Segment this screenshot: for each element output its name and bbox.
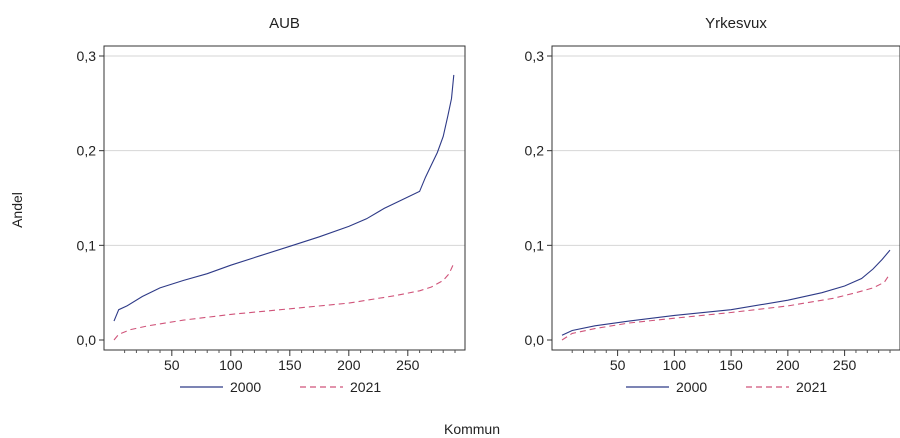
chart-panel-2: Yrkesvux 0,0 0,1 0,2 0,3 50 100 150 200 250 2000 20… (525, 15, 900, 395)
chart-title: AUB (269, 15, 300, 32)
x-tick-label: 100 (219, 357, 243, 373)
figure-x-axis-label: Kommun (444, 421, 500, 437)
series-line-2000 (113, 74, 455, 322)
x-tick-label: 50 (164, 357, 180, 373)
x-tick-label: 150 (278, 357, 302, 373)
legend-label-2021: 2021 (350, 379, 381, 395)
chart-panel-1: AUB 0,0 0,1 0,2 0,3 50 100 150 200 250 2000 2021 (77, 15, 466, 395)
legend-label-2000: 2000 (230, 379, 261, 395)
y-tick-label: 0,3 (77, 48, 97, 64)
legend-label-2000: 2000 (676, 379, 707, 395)
series-line-2021 (113, 263, 455, 341)
y-tick-label: 0,1 (525, 237, 545, 253)
y-tick-label: 0,0 (525, 332, 545, 348)
x-tick-label: 200 (776, 357, 800, 373)
x-tick-label: 250 (396, 357, 420, 373)
x-tick-label: 250 (833, 357, 857, 373)
y-tick-label: 0,2 (77, 143, 97, 159)
plot-frame (551, 45, 900, 351)
plot-frame (103, 45, 466, 351)
y-tick-label: 0,0 (77, 332, 97, 348)
y-tick-label: 0,1 (77, 237, 97, 253)
legend-label-2021: 2021 (796, 379, 827, 395)
x-tick-label: 50 (610, 357, 626, 373)
x-tick-label: 200 (337, 357, 361, 373)
x-tick-label: 150 (719, 357, 743, 373)
figure-y-axis-label: Andel (9, 192, 25, 228)
series-line-2021 (561, 273, 891, 341)
series-line-2000 (561, 249, 891, 336)
chart-title: Yrkesvux (705, 15, 767, 32)
x-tick-label: 100 (663, 357, 687, 373)
y-tick-label: 0,3 (525, 48, 545, 64)
y-tick-label: 0,2 (525, 143, 545, 159)
